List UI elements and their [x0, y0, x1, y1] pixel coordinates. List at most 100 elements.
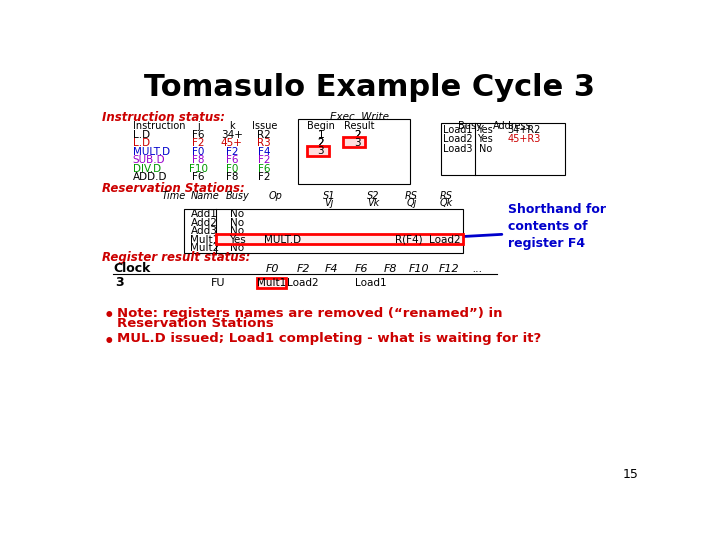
Text: No: No	[230, 209, 244, 219]
Text: Instruction status:: Instruction status:	[102, 111, 225, 124]
Text: 2: 2	[318, 138, 324, 149]
Text: 3: 3	[318, 147, 324, 157]
Text: 2: 2	[354, 130, 361, 140]
Text: F6: F6	[192, 130, 204, 140]
Text: Yes: Yes	[229, 234, 246, 245]
Text: 34+R2: 34+R2	[508, 125, 541, 135]
Text: Qj: Qj	[406, 198, 417, 208]
Bar	[441, 123, 565, 175]
Text: RS: RS	[440, 192, 453, 201]
Text: No: No	[230, 218, 244, 228]
Text: S2: S2	[366, 192, 379, 201]
Text: F2: F2	[258, 172, 271, 182]
Text: F8: F8	[225, 172, 238, 182]
Text: MULT.D: MULT.D	[264, 234, 301, 245]
Text: 1: 1	[318, 130, 324, 140]
Text: Vj: Vj	[324, 198, 333, 208]
Text: F2: F2	[225, 147, 238, 157]
Text: 45+R3: 45+R3	[508, 134, 541, 145]
Text: Tomasulo Example Cycle 3: Tomasulo Example Cycle 3	[143, 73, 595, 103]
Text: Load2: Load2	[444, 134, 473, 145]
Bar	[184, 209, 463, 253]
Text: Register result status:: Register result status:	[102, 251, 250, 264]
Text: Mult1: Mult1	[190, 234, 220, 245]
Text: F6: F6	[192, 172, 204, 182]
Text: Clock: Clock	[113, 262, 150, 275]
Text: Load2: Load2	[287, 278, 319, 288]
Bar	[297, 119, 410, 184]
Text: F2: F2	[192, 138, 204, 149]
Text: Begin: Begin	[307, 122, 335, 131]
Text: L.D: L.D	[132, 138, 150, 149]
Text: 3: 3	[354, 138, 361, 149]
Text: RS: RS	[405, 192, 418, 201]
Text: F4: F4	[258, 147, 271, 157]
Text: Shorthand for
contents of
register F4: Shorthand for contents of register F4	[508, 203, 606, 250]
Text: F10: F10	[189, 164, 208, 174]
Text: 3: 3	[354, 138, 361, 147]
Text: F6: F6	[225, 156, 238, 165]
Text: Mult2: Mult2	[190, 243, 220, 253]
Text: Load2: Load2	[429, 234, 461, 245]
Text: 34+: 34+	[221, 130, 243, 140]
Text: Yes: Yes	[477, 134, 493, 145]
Text: ADD.D: ADD.D	[132, 172, 167, 182]
Text: F8: F8	[384, 264, 397, 274]
Text: R(F4): R(F4)	[395, 234, 423, 245]
Text: F10: F10	[409, 264, 430, 274]
Text: Time: Time	[161, 192, 186, 201]
Text: Yes: Yes	[477, 125, 493, 135]
Text: MULT.D: MULT.D	[132, 147, 170, 157]
Text: MUL.D issued; Load1 completing - what is waiting for it?: MUL.D issued; Load1 completing - what is…	[117, 332, 541, 345]
Text: F0: F0	[266, 264, 279, 274]
Text: MULT.D: MULT.D	[264, 234, 301, 245]
Text: F6: F6	[354, 264, 368, 274]
Bar	[343, 137, 365, 147]
Text: Name: Name	[190, 192, 219, 201]
Text: Vk: Vk	[366, 198, 379, 208]
Text: 1: 1	[318, 130, 324, 140]
Text: F6: F6	[258, 164, 271, 174]
Text: 3: 3	[354, 138, 361, 149]
Text: SUB.D: SUB.D	[132, 156, 166, 165]
Text: No: No	[479, 144, 492, 154]
Text: No: No	[230, 243, 244, 253]
Bar	[307, 146, 329, 156]
Text: k: k	[229, 122, 235, 131]
Text: F2: F2	[258, 156, 271, 165]
Text: •: •	[104, 307, 114, 325]
Text: Load2: Load2	[429, 234, 461, 245]
Text: Load1: Load1	[444, 125, 473, 135]
Text: Note: registers names are removed (“renamed”) in: Note: registers names are removed (“rena…	[117, 307, 503, 320]
Bar	[216, 234, 463, 244]
Text: F12: F12	[438, 264, 459, 274]
Text: j: j	[197, 122, 200, 131]
Text: Busy: Busy	[225, 192, 249, 201]
Text: Issue: Issue	[252, 122, 277, 131]
Text: F0: F0	[225, 164, 238, 174]
Text: Busy: Busy	[458, 122, 482, 131]
Text: Result: Result	[344, 122, 375, 131]
Text: 2: 2	[318, 138, 324, 149]
Text: Add3: Add3	[192, 226, 218, 236]
Text: Yes: Yes	[229, 234, 246, 245]
Text: Load1: Load1	[355, 278, 387, 288]
Text: 15: 15	[623, 468, 639, 481]
Text: •: •	[104, 333, 114, 351]
Text: DIV.D: DIV.D	[132, 164, 161, 174]
Text: 45+: 45+	[221, 138, 243, 149]
Text: FU: FU	[211, 278, 225, 288]
Text: Address: Address	[493, 122, 532, 131]
Text: R3: R3	[258, 138, 271, 149]
Text: Reservation Stations: Reservation Stations	[117, 318, 274, 330]
Text: F0: F0	[192, 147, 204, 157]
Text: F4: F4	[325, 264, 338, 274]
Text: Exec  Write: Exec Write	[330, 112, 390, 122]
Text: 3: 3	[318, 147, 324, 157]
Text: Mult1: Mult1	[257, 278, 286, 288]
Text: 3: 3	[318, 146, 324, 156]
Text: Add2: Add2	[192, 218, 218, 228]
Text: Add1: Add1	[192, 209, 218, 219]
Text: F2: F2	[297, 264, 310, 274]
Text: 3: 3	[115, 276, 124, 289]
